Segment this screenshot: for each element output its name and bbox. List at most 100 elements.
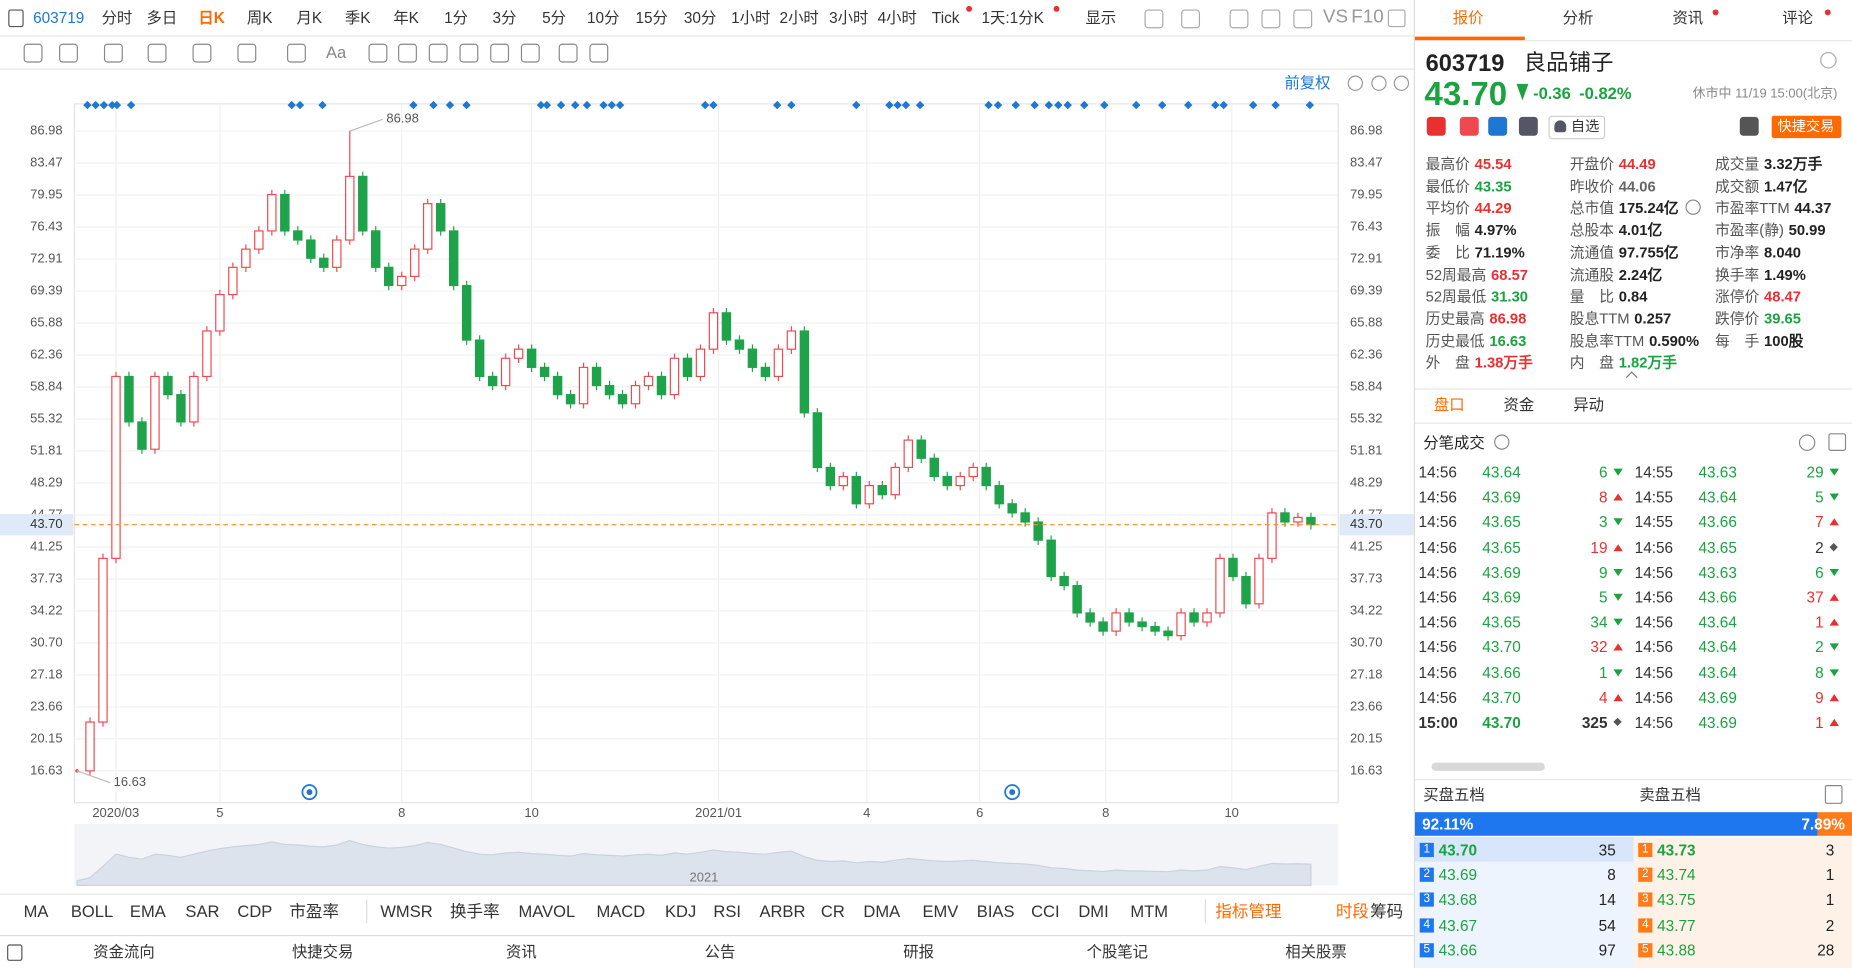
settings-icon[interactable] [1820,51,1837,69]
indicator-tab[interactable]: SAR [185,901,220,921]
period-tab[interactable]: 2小时 [779,8,819,27]
f10-button[interactable]: F10 [1351,7,1384,28]
indicator-tab[interactable]: BOLL [70,901,114,921]
period-tab[interactable]: 分时 [101,8,133,27]
indicator-tab[interactable]: CCI [1031,901,1060,921]
draw-tool[interactable] [589,43,609,63]
period-button[interactable]: 时段 [1335,901,1369,921]
draw-tool[interactable] [237,43,257,63]
period-tab[interactable]: 月K [296,8,323,27]
draw-tool[interactable] [490,43,510,63]
period-tab[interactable]: 3小时 [829,8,869,27]
indicator-tab[interactable]: WMSR [380,901,433,921]
period-tab[interactable]: 季K [344,8,371,27]
indicator-tab[interactable]: ARBR [759,901,806,921]
panel-tab[interactable]: 报价 [1452,8,1484,27]
level-icon[interactable] [1824,785,1843,804]
period-tab[interactable]: 周K [246,8,273,27]
draw-tool[interactable] [368,43,388,63]
period-tab[interactable]: 10分 [587,8,620,27]
info-icon[interactable] [1685,199,1701,215]
indicator-tab[interactable]: 市盈率 [289,901,339,921]
watch-button[interactable] [1548,115,1606,140]
panel-tab[interactable]: 资讯 [1672,8,1704,27]
indicator-tab[interactable]: DMI [1078,901,1109,921]
zoom-icon[interactable] [1393,75,1410,91]
tool-icon[interactable] [1293,9,1313,29]
indicator-tab[interactable]: KDJ [664,901,697,921]
intraday-select[interactable]: 1天:1分K [981,8,1044,27]
tool-icon[interactable] [1261,9,1281,29]
collapse-icon[interactable] [1625,371,1638,384]
indicator-tab[interactable]: MAVOL [518,901,576,921]
zoom-icon[interactable] [1371,75,1387,91]
bell-icon[interactable] [1739,116,1759,136]
bottom-tab[interactable]: 相关股票 [1285,942,1347,961]
panel-tab[interactable]: 分析 [1562,8,1594,27]
bottom-tab[interactable]: 公告 [704,942,736,961]
info-icon[interactable] [1494,434,1510,450]
tool-icon[interactable] [1181,9,1201,29]
draw-tool[interactable] [520,43,540,63]
period-tab[interactable]: 1分 [444,8,469,27]
text-tool[interactable]: Aa [325,42,347,62]
period-tab[interactable]: 5分 [542,8,567,27]
bottom-tab[interactable]: 快捷交易 [291,942,354,961]
tool-icon[interactable] [1229,9,1249,29]
period-tab[interactable]: 15分 [635,8,668,27]
period-tab[interactable]: 4小时 [877,8,917,27]
bottom-tab[interactable]: 个股笔记 [1086,942,1149,961]
period-tab[interactable]: 3分 [492,8,517,27]
tag-icon[interactable] [1488,116,1508,136]
draw-tool[interactable] [428,43,448,63]
tag-icon[interactable] [1426,116,1446,136]
bottom-tab[interactable]: 研报 [903,942,935,961]
draw-tool[interactable] [398,43,417,63]
indicator-tab[interactable]: CDP [237,901,273,921]
stock-code[interactable]: 603719 [33,8,85,27]
compare-button[interactable]: VS [1322,7,1349,28]
draw-tool[interactable] [558,43,578,63]
draw-tool[interactable] [147,43,167,63]
sub-tab[interactable]: 资金 [1503,396,1535,414]
period-tab[interactable]: 日K [198,8,225,27]
indicator-manage[interactable]: 指标管理 [1215,901,1282,921]
chips-button[interactable]: 筹码 [1370,901,1404,921]
indicator-tab[interactable]: MA [23,901,49,921]
zoom-icon[interactable] [1347,75,1364,91]
scrollbar[interactable] [1431,762,1545,771]
tag-icon[interactable] [1518,116,1538,136]
tool-icon[interactable] [1387,9,1406,28]
bottom-tab[interactable]: 资讯 [505,942,537,961]
draw-tool[interactable] [23,43,43,63]
period-tab[interactable]: 30分 [683,8,717,27]
indicator-tab[interactable]: EMA [129,901,166,921]
indicator-tab[interactable]: BIAS [976,901,1015,921]
indicator-tab[interactable]: CR [820,901,845,921]
draw-tool[interactable] [103,43,123,63]
indicator-tab[interactable]: EMV [922,901,959,921]
draw-tool[interactable] [459,43,479,63]
period-tab[interactable]: Tick [931,8,960,27]
draw-tool[interactable] [192,43,212,63]
draw-tool[interactable] [287,43,306,63]
panel-icon[interactable] [8,9,24,28]
trade-button[interactable] [1771,115,1842,139]
tag-icon[interactable] [1459,116,1479,136]
more-icon[interactable] [1798,434,1816,451]
indicator-tab[interactable]: MACD [596,901,646,921]
grid-icon[interactable] [1828,433,1847,451]
panel-icon[interactable] [7,944,23,961]
indicator-tab[interactable]: RSI [713,901,741,921]
tool-icon[interactable] [1144,9,1164,29]
indicator-tab[interactable]: DMA [863,901,901,921]
bottom-tab[interactable]: 资金流向 [93,942,155,961]
period-tab[interactable]: 年K [393,8,419,27]
sub-tab[interactable]: 盘口 [1433,396,1465,414]
display-select[interactable]: 显示 [1085,8,1117,27]
period-tab[interactable]: 多日 [146,8,178,27]
indicator-tab[interactable]: MTM [1130,901,1168,921]
period-tab[interactable]: 1小时 [731,8,771,27]
adjust-select[interactable]: 前复权 [1284,73,1331,92]
sub-tab[interactable]: 异动 [1573,396,1604,414]
